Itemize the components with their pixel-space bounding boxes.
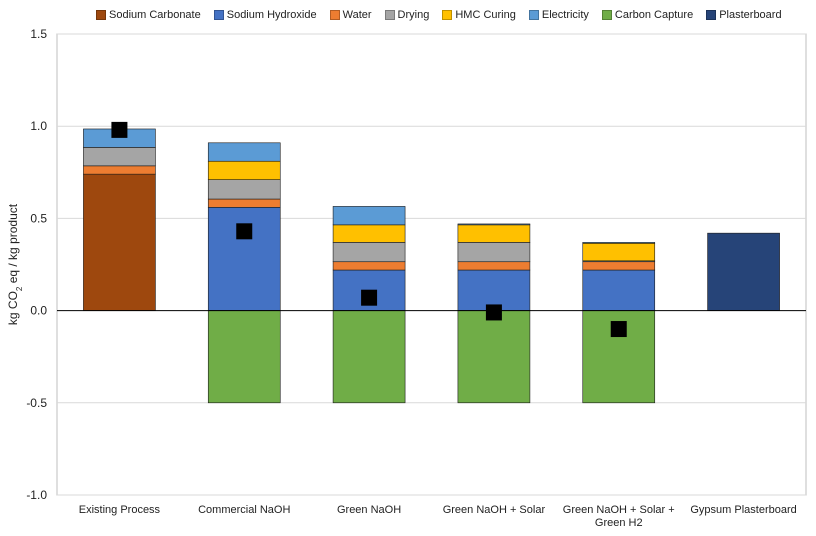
bar-segment	[332, 224, 406, 243]
legend-label: Drying	[397, 9, 430, 21]
x-tick-label: Green H2	[595, 517, 643, 529]
legend-swatch	[329, 10, 340, 20]
legend-label: Sodium Hydroxide	[226, 9, 317, 21]
y-tick-label: -0.5	[26, 396, 47, 410]
chart-legend: Sodium Carbonate Sodium Hydroxide Water Dry…	[96, 9, 795, 21]
bar-segment	[207, 207, 281, 311]
y-tick-label: 1.5	[30, 27, 47, 41]
bar-segment	[332, 310, 406, 404]
legend-swatch	[384, 10, 395, 20]
bar-segment	[457, 261, 531, 271]
bar-segment	[457, 269, 531, 311]
legend-item: Drying	[384, 9, 430, 21]
x-tick-label: Gypsum Plasterboard	[690, 504, 796, 516]
x-tick-label: Commercial NaOH	[198, 504, 290, 516]
bar-segment	[207, 160, 281, 180]
net-marker	[361, 289, 378, 306]
bar-segment	[83, 147, 156, 167]
legend-label: Plasterboard	[719, 9, 782, 21]
legend-item: Plasterboard	[706, 9, 782, 21]
bar-segment	[207, 142, 281, 162]
y-tick-label: -1.0	[26, 488, 47, 502]
bar-segment	[207, 310, 281, 404]
x-tick-label: Existing Process	[79, 504, 161, 516]
net-marker	[236, 223, 253, 240]
bar-segment	[582, 261, 656, 271]
plot-area-frame	[56, 33, 807, 496]
y-axis-label: kg CO2 eq / kg product	[6, 203, 24, 325]
legend-item: Electricity	[528, 9, 589, 21]
legend-item: Water	[329, 9, 372, 21]
legend-swatch	[528, 10, 539, 20]
bar-segment	[332, 206, 406, 226]
x-tick-label: Green NaOH + Solar	[443, 504, 546, 516]
legend-item: Sodium Hydroxide	[213, 9, 317, 21]
bar-segment	[207, 198, 281, 208]
bar-segment	[83, 173, 156, 311]
bar-segment	[207, 179, 281, 200]
legend-label: Sodium Carbonate	[109, 9, 201, 21]
legend-label: HMC Curing	[455, 9, 516, 21]
legend-swatch	[601, 10, 612, 20]
legend-swatch	[213, 10, 224, 20]
x-tick-label: Green NaOH	[337, 504, 401, 516]
legend-label: Electricity	[541, 9, 589, 21]
legend-swatch	[96, 10, 106, 20]
bar-segment	[457, 223, 531, 226]
bar-segment	[707, 232, 780, 311]
y-axis-label-prefix: kg CO	[6, 291, 20, 325]
bar-segment	[457, 242, 531, 263]
legend-swatch	[442, 10, 453, 20]
legend-label: Water	[342, 9, 372, 21]
legend-item: Sodium Carbonate	[96, 9, 201, 21]
y-axis-label-suffix: eq / kg product	[6, 203, 20, 286]
bar-segment	[457, 224, 531, 243]
y-tick-label: 0.5	[30, 211, 47, 225]
bar-segment	[582, 242, 656, 244]
bar-segment	[332, 261, 406, 271]
bar-segment	[582, 242, 656, 262]
net-marker	[111, 121, 128, 138]
bar-segment	[83, 165, 156, 175]
y-axis-label-subscript: 2	[15, 286, 24, 291]
bar-segment	[457, 310, 531, 404]
legend-item: Carbon Capture	[601, 9, 694, 21]
net-marker	[610, 321, 627, 338]
y-tick-label: 1.0	[30, 119, 47, 133]
bar-segment	[582, 269, 656, 311]
legend-label: Carbon Capture	[614, 9, 694, 21]
x-tick-label: Green NaOH + Solar +	[563, 504, 675, 516]
net-marker	[485, 304, 502, 321]
y-tick-label: 0.0	[30, 304, 47, 318]
legend-item: HMC Curing	[442, 9, 516, 21]
legend-swatch	[706, 10, 717, 20]
bar-segment	[332, 242, 406, 263]
